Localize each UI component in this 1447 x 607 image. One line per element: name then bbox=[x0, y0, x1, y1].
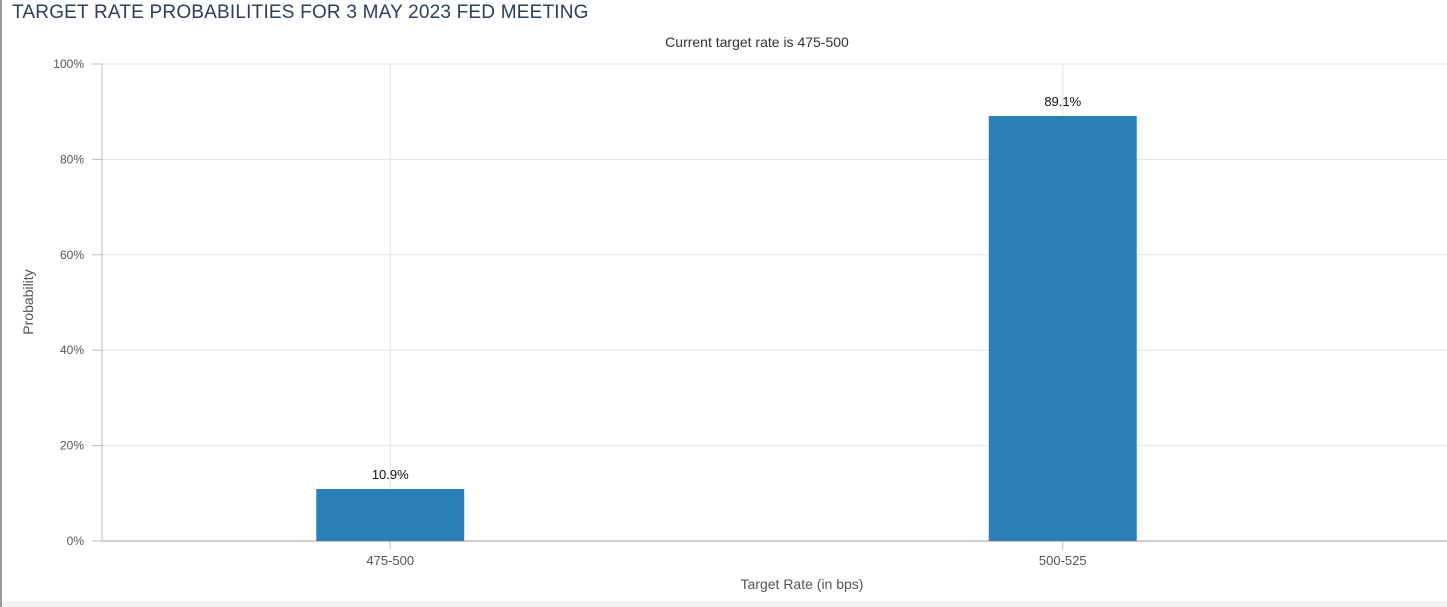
y-tick-label: 0% bbox=[67, 534, 85, 548]
data-label: 10.9% bbox=[372, 467, 409, 482]
y-axis-label: Probability bbox=[20, 269, 36, 334]
y-tick-label: 60% bbox=[60, 248, 84, 262]
data-label: 89.1% bbox=[1044, 94, 1081, 109]
chart-subtitle: Current target rate is 475-500 bbox=[665, 34, 849, 50]
x-axis-label: Target Rate (in bps) bbox=[741, 576, 864, 592]
label-layer: 0% 20% 40% 60% 80% 100% 10.9% 475-500 89.1% 500-5… bbox=[53, 57, 1086, 568]
bar-500-525[interactable] bbox=[988, 115, 1137, 542]
bar-layer bbox=[316, 115, 1137, 542]
y-tick-label: 100% bbox=[53, 57, 84, 71]
y-tick-label: 80% bbox=[60, 152, 84, 166]
y-tick-label: 20% bbox=[60, 439, 84, 453]
grid-layer bbox=[101, 63, 1447, 542]
page-title: TARGET RATE PROBABILITIES FOR 3 MAY 2023… bbox=[12, 2, 589, 23]
x-tick-label: 475-500 bbox=[366, 553, 414, 568]
x-tick-label: 500-525 bbox=[1039, 553, 1087, 568]
bar-475-500[interactable] bbox=[316, 489, 465, 541]
bottom-strip bbox=[2, 601, 1447, 607]
y-tick-label: 40% bbox=[60, 343, 84, 357]
